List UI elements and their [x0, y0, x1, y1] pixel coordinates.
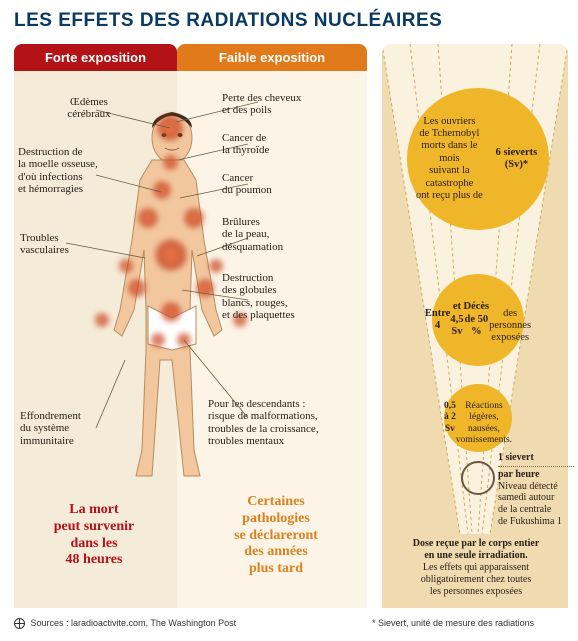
- label-vasculaires: Troubles vasculaires: [20, 232, 102, 257]
- effect-spot: [184, 208, 204, 228]
- effect-spot: [119, 259, 133, 273]
- sources-text: Sources : laradioactivite.com, The Washi…: [31, 618, 237, 628]
- effect-spot: [128, 279, 146, 297]
- effect-spot: [151, 333, 165, 347]
- dose-footer: Dose reçue par le corps entier en une se…: [388, 538, 564, 598]
- effect-spot: [163, 155, 178, 170]
- faible-tab: Faible exposition: [177, 44, 367, 71]
- dose-footer-b: Dose reçue par le corps entier en une se…: [413, 538, 540, 561]
- label-peau: Brûlures de la peau, désquamation: [222, 216, 342, 253]
- effect-spot: [155, 239, 187, 271]
- label-globules: Destruction des globules blancs, rouges,…: [222, 272, 352, 321]
- effect-spot: [95, 313, 109, 327]
- sources-line: Sources : laradioactivite.com, The Washi…: [14, 618, 236, 629]
- sv-body: Niveau détecté samedi autour de la centr…: [498, 481, 574, 528]
- dose-footer-r: Les effets qui apparaissent obligatoirem…: [388, 562, 564, 598]
- label-immunitaire: Effondrement du système immunitaire: [20, 410, 110, 447]
- faible-footer: Certaines pathologies se déclareront des…: [206, 494, 346, 578]
- label-descendants: Pour les descendants : risque de malform…: [208, 398, 368, 447]
- label-thyroide: Cancer de la thyroïde: [222, 132, 322, 157]
- forte-footer: La mort peut survenir dans les 48 heures: [24, 502, 164, 569]
- page-title: LES EFFETS DES RADIATIONS NUCLÉAIRES: [0, 0, 578, 38]
- effect-spot: [138, 208, 158, 228]
- effect-spot: [153, 181, 171, 199]
- globe-icon: [14, 618, 25, 629]
- dose-circle-text: Les ouvriersde Tchernobylmorts dans le m…: [407, 88, 549, 230]
- effect-spot: [209, 259, 223, 273]
- sievert-note: * Sievert, unité de mesure des radiation…: [372, 618, 534, 628]
- sv-title: 1 sievert: [498, 452, 534, 463]
- effect-spot: [157, 115, 183, 141]
- effect-spot: [196, 279, 214, 297]
- forte-tab: Forte exposition: [14, 44, 177, 71]
- sv-side-note: 1 sievert par heure Niveau détecté samed…: [498, 452, 574, 528]
- sv-sub: par heure: [498, 469, 540, 480]
- label-poumon: Cancer du poumon: [222, 172, 322, 197]
- effect-spot: [177, 333, 191, 347]
- dose-circle: [461, 461, 495, 495]
- label-cheveux: Perte des cheveux et des poils: [222, 92, 342, 117]
- label-oedemes: Œdèmes cérébraux: [44, 96, 134, 121]
- effect-spot: [161, 302, 181, 322]
- dose-circle-text: Entre 4et 4,5 SvDécès de 50 %des personn…: [432, 274, 524, 366]
- dose-circle-text: 0,5 à 2 SvRéactionslégères, nausées,vomi…: [444, 384, 512, 452]
- label-moelle: Destruction de la moelle osseuse, d'où i…: [18, 146, 128, 195]
